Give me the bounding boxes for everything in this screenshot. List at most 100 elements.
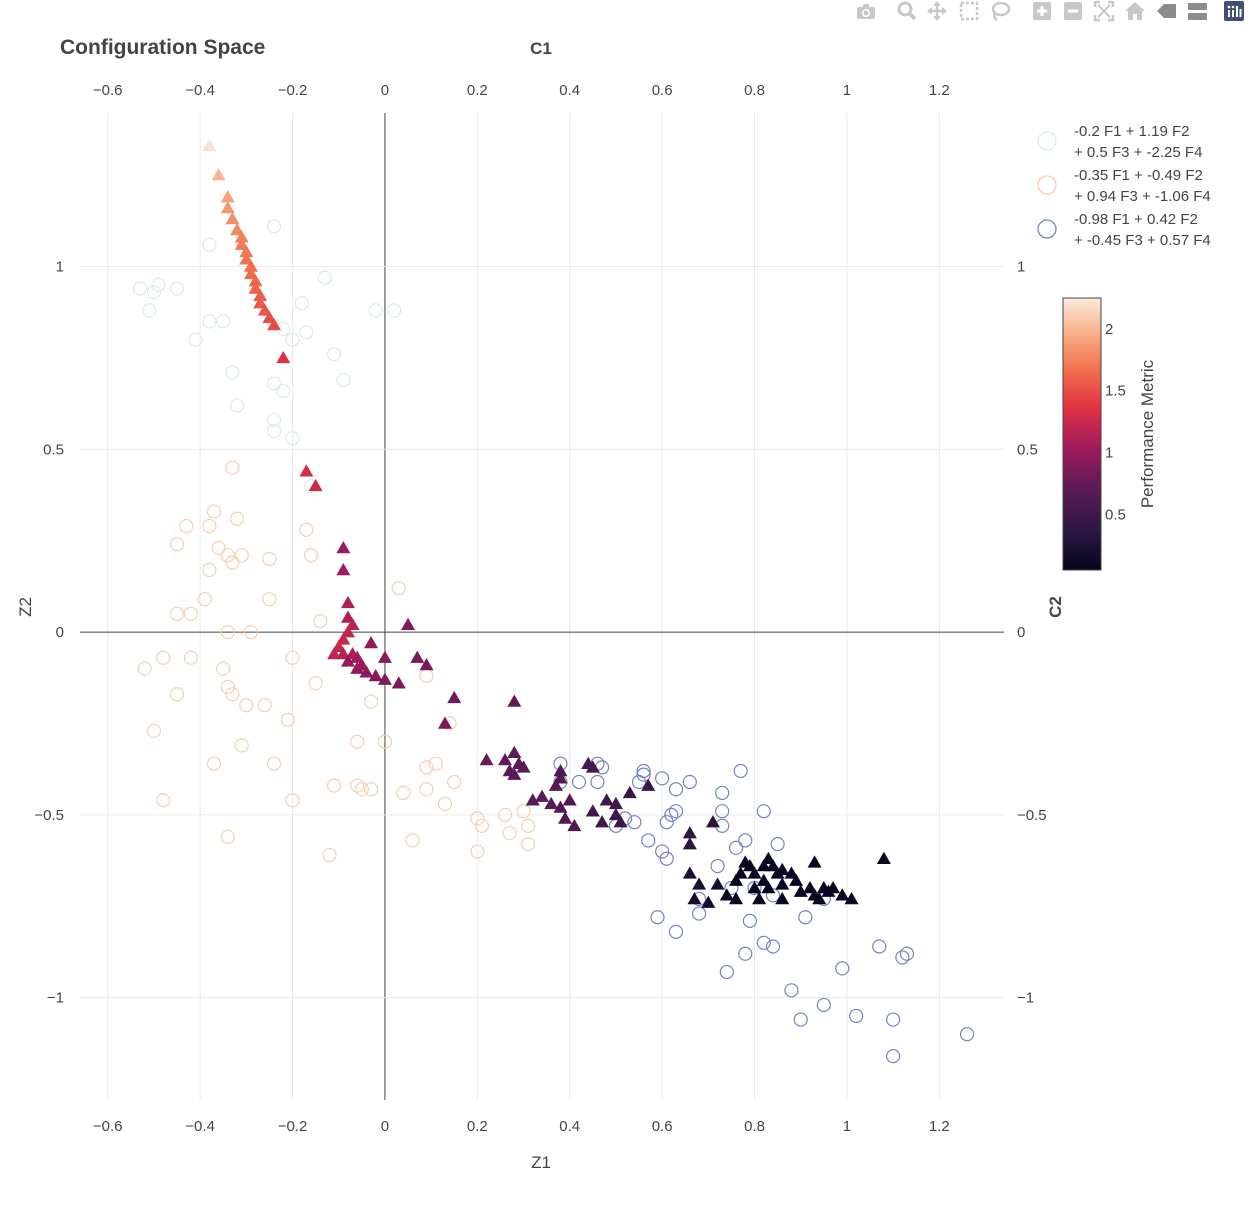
legend-label: -0.2 F1 + 1.19 F2 xyxy=(1074,123,1189,140)
triangle-point xyxy=(701,895,716,908)
circle-point xyxy=(354,782,369,797)
triangle-point xyxy=(340,595,355,609)
zoom-icon[interactable] xyxy=(896,0,918,22)
x-tick-label: 0 xyxy=(381,1118,389,1135)
circle-point xyxy=(183,650,198,665)
legend: -0.2 F1 + 1.19 F2 + 0.5 F3 + -2.25 F4 -0… xyxy=(1037,123,1211,249)
triangle-point xyxy=(377,650,392,663)
legend-label: -0.98 F1 + 0.42 F2 xyxy=(1074,211,1198,228)
circle-point xyxy=(419,782,434,797)
triangle-point xyxy=(608,807,623,821)
circle-point xyxy=(169,606,185,621)
circle-point xyxy=(216,661,231,676)
circle-point xyxy=(202,314,217,329)
triangle-point xyxy=(220,201,235,214)
triangle-point xyxy=(340,654,355,667)
circle-point xyxy=(183,606,198,621)
triangle-point xyxy=(507,767,522,780)
circle-point xyxy=(710,858,725,874)
triangle-point xyxy=(544,796,559,810)
circle-point xyxy=(229,511,245,526)
circle-point xyxy=(738,833,753,848)
triangle-point xyxy=(336,647,351,660)
lasso-icon[interactable] xyxy=(989,0,1011,22)
triangle-point xyxy=(567,818,582,832)
circle-point xyxy=(728,840,744,855)
triangle-point xyxy=(507,694,522,707)
zoom-in-icon[interactable] xyxy=(1031,0,1053,22)
circle-point xyxy=(146,723,162,738)
autoscale-icon[interactable] xyxy=(1093,0,1115,22)
circle-point xyxy=(234,738,249,753)
triangle-point xyxy=(410,650,425,663)
circle-point xyxy=(668,804,684,819)
y2-tick-label: 0.5 xyxy=(1017,441,1038,458)
circle-point xyxy=(886,1012,901,1027)
x2-tick-label: 0 xyxy=(381,82,389,99)
triangle-point xyxy=(248,274,263,287)
box-select-icon[interactable] xyxy=(958,0,980,22)
circle-point xyxy=(266,376,282,391)
circle-point xyxy=(659,815,674,830)
colorbar-tick-label: 0.5 xyxy=(1105,506,1126,523)
circle-point xyxy=(202,237,217,252)
circle-point xyxy=(229,398,245,413)
triangle-point xyxy=(682,837,697,850)
circle-point xyxy=(742,913,758,928)
circle-point xyxy=(502,826,517,841)
circle-point xyxy=(816,997,831,1013)
y-tick-label: −1 xyxy=(47,990,64,1007)
legend-item[interactable]: -0.98 F1 + 0.42 F2 + -0.45 F3 + 0.57 F4 xyxy=(1037,211,1211,249)
triangle-point xyxy=(225,212,240,225)
chart-title: Configuration Space xyxy=(60,36,265,59)
circle-point xyxy=(322,847,337,863)
triangle-point xyxy=(248,281,263,294)
triangle-point xyxy=(761,851,776,864)
circle-point xyxy=(571,774,587,790)
plotly-logo-icon[interactable] xyxy=(1223,0,1245,22)
circle-point xyxy=(188,332,203,347)
circle-point xyxy=(179,518,194,534)
camera-icon[interactable] xyxy=(855,0,877,22)
triangle-point xyxy=(516,760,531,773)
triangle-point xyxy=(507,745,522,758)
circle-point xyxy=(156,650,171,665)
pan-icon[interactable] xyxy=(926,0,948,22)
circle-point xyxy=(521,837,536,852)
x-tick-label: 1 xyxy=(843,1118,851,1135)
modebar xyxy=(837,0,1257,24)
circle-point xyxy=(262,592,277,607)
spike-lines-icon[interactable] xyxy=(1155,0,1177,22)
triangle-point xyxy=(641,778,656,791)
compare-hover-icon[interactable] xyxy=(1186,0,1208,22)
x2-tick-label: 0.2 xyxy=(467,82,488,99)
circle-point xyxy=(363,782,379,797)
triangle-point xyxy=(368,668,383,682)
circle-point xyxy=(169,537,185,552)
reset-axes-icon[interactable] xyxy=(1124,0,1146,22)
y2-tick-label: 0 xyxy=(1017,624,1025,641)
triangle-point xyxy=(844,891,859,905)
circle-point xyxy=(285,793,300,808)
x-tick-label: −0.2 xyxy=(278,1118,308,1135)
x-tick-label: −0.4 xyxy=(185,1118,215,1135)
circle-point xyxy=(715,804,730,819)
circle-point xyxy=(447,774,462,790)
triangle-point xyxy=(585,804,600,817)
legend-item[interactable]: -0.35 F1 + -0.49 F2 + 0.94 F3 + -1.06 F4 xyxy=(1037,167,1211,205)
triangle-point xyxy=(220,190,235,203)
circle-point xyxy=(627,815,642,830)
legend-label: + 0.5 F3 + -2.25 F4 xyxy=(1074,144,1202,161)
triangle-point xyxy=(729,873,744,886)
zoom-out-icon[interactable] xyxy=(1062,0,1084,22)
triangle-point xyxy=(553,764,568,777)
circle-point xyxy=(313,614,328,629)
circle-point xyxy=(327,778,342,793)
circle-point xyxy=(220,548,235,563)
triangle-point xyxy=(299,464,314,477)
triangle-point xyxy=(243,259,258,272)
triangle-point xyxy=(766,859,780,872)
legend-item[interactable]: -0.2 F1 + 1.19 F2 + 0.5 F3 + -2.25 F4 xyxy=(1037,123,1202,161)
circle-point xyxy=(146,285,162,300)
